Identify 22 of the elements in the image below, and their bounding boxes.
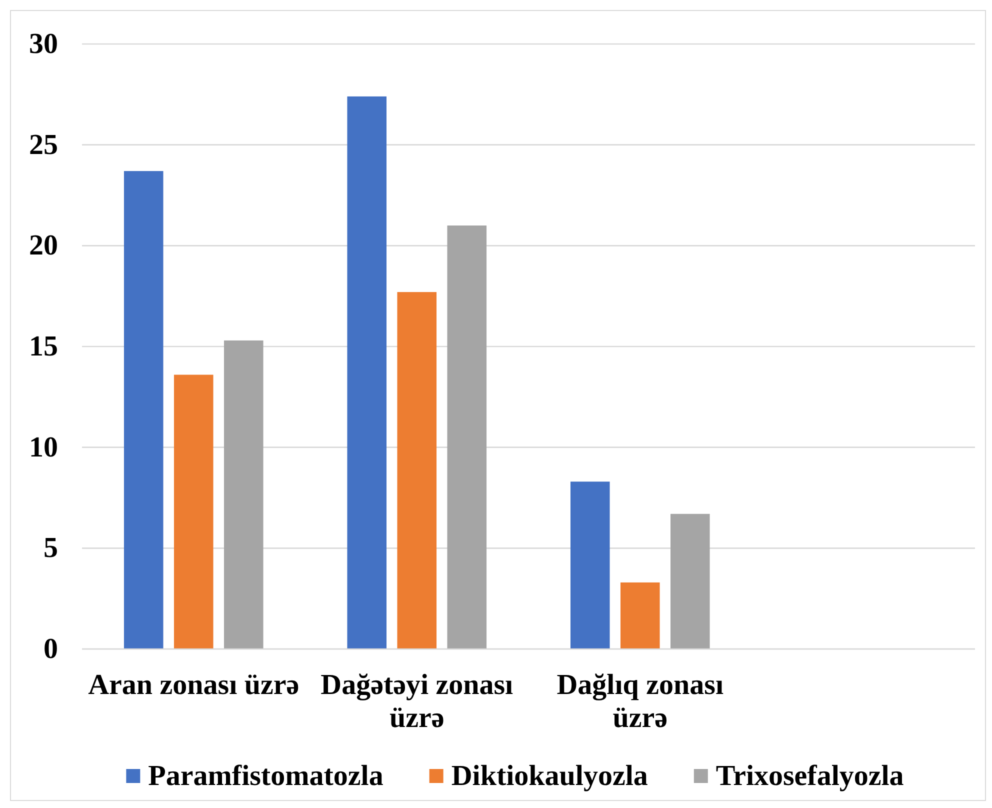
x-tick-label: Aran zonası üzrə	[88, 669, 300, 701]
bar	[347, 96, 387, 649]
y-tick-label: 10	[29, 431, 58, 464]
bar	[174, 374, 214, 649]
bar	[224, 340, 264, 649]
bar	[124, 171, 164, 649]
y-tick-label: 25	[29, 128, 58, 161]
legend-label: Trixosefalyozla	[716, 760, 904, 792]
x-tick-label: Dağətəyi zonası üzrə	[320, 669, 514, 734]
legend-label: Diktiokaulyozla	[451, 760, 648, 792]
bar	[570, 482, 610, 649]
y-tick-label: 5	[44, 532, 58, 564]
legend-label: Paramfistomatozla	[148, 760, 384, 792]
bar	[447, 226, 487, 649]
bar	[670, 514, 710, 649]
bar	[620, 582, 660, 649]
y-tick-label: 15	[29, 330, 58, 362]
y-tick-label: 0	[44, 633, 58, 665]
bar	[397, 292, 437, 649]
y-tick-label: 30	[29, 28, 58, 60]
x-tick-label: Dağlıq zonası üzrə	[556, 669, 724, 734]
y-tick-label: 20	[29, 230, 58, 262]
